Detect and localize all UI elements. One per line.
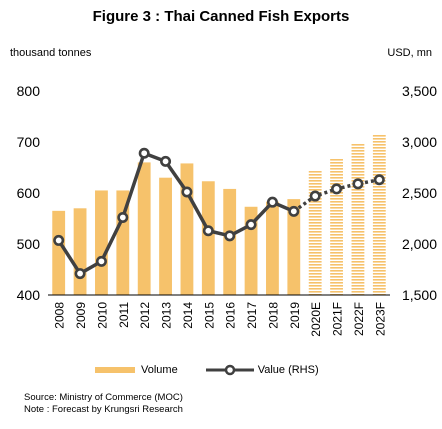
volume-bar <box>201 181 215 295</box>
value-marker <box>245 219 257 231</box>
volume-bar <box>52 210 66 295</box>
x-tick-label: 2013 <box>160 302 174 329</box>
legend-item-volume: Volume <box>95 364 178 376</box>
volume-bar <box>95 190 108 295</box>
left-tick-label: 500 <box>17 236 41 252</box>
volume-bar <box>159 177 172 295</box>
forecast-note: Note : Forecast by Krungsri Research <box>24 404 183 415</box>
x-tick-label: 2017 <box>245 302 259 329</box>
right-tick-label: 2,000 <box>402 236 437 252</box>
value-line-actual <box>57 151 295 276</box>
volume-bar <box>73 208 87 295</box>
forecast-volume-bar <box>372 134 386 295</box>
right-tick-label: 3,500 <box>402 83 437 99</box>
left-tick-label: 800 <box>17 83 41 99</box>
legend-bar-swatch <box>95 367 135 373</box>
forecast-volume-bar <box>308 170 322 295</box>
x-tick-label: 2015 <box>202 302 216 329</box>
x-tick-label: 2008 <box>53 302 67 329</box>
value-marker <box>74 268 86 280</box>
value-marker <box>224 230 236 242</box>
legend-item-value: Value (RHS) <box>205 364 319 376</box>
legend-label-value: Value (RHS) <box>257 364 319 376</box>
volume-bar <box>223 188 237 295</box>
legend-line-swatch <box>205 364 254 376</box>
volume-bar <box>287 199 301 295</box>
value-marker <box>352 178 364 190</box>
volume-bar <box>137 162 151 295</box>
x-tick-label: 2021F <box>331 302 345 336</box>
x-tick-label: 2009 <box>74 302 88 329</box>
forecast-volume-bar <box>351 143 365 295</box>
volume-bar <box>266 201 279 295</box>
value-marker <box>160 155 172 167</box>
value-marker <box>117 211 129 223</box>
forecast-volume-bar <box>330 158 343 295</box>
x-tick-label: 2023F <box>373 302 387 336</box>
source-note: Source: Ministry of Commerce (MOC) <box>24 392 183 403</box>
left-axis-unit: thousand tonnes <box>10 47 92 59</box>
value-marker <box>202 225 214 237</box>
x-tick-label: 2016 <box>224 302 238 329</box>
x-tick-label: 2012 <box>138 302 152 329</box>
value-marker <box>373 174 385 186</box>
value-marker <box>266 196 278 208</box>
x-tick-label: 2014 <box>181 302 195 329</box>
right-axis-unit: USD, mn <box>387 47 432 59</box>
x-tick-label: 2010 <box>95 302 109 329</box>
x-tick-label: 2019 <box>288 302 302 329</box>
legend: Volume Value (RHS) <box>95 362 347 378</box>
value-marker <box>138 147 150 159</box>
x-tick-label: 2022F <box>352 302 366 336</box>
value-marker <box>53 234 65 246</box>
chart-title: Figure 3 : Thai Canned Fish Exports <box>92 8 350 25</box>
left-tick-label: 600 <box>17 185 41 201</box>
x-tick-label: 2011 <box>117 302 131 328</box>
right-tick-label: 1,500 <box>402 287 437 303</box>
chart-notes: Source: Ministry of Commerce (MOC) Note … <box>24 392 183 416</box>
value-marker <box>181 186 193 198</box>
right-tick-label: 2,500 <box>402 185 437 201</box>
x-tick-label: 2018 <box>266 302 280 329</box>
right-tick-label: 3,000 <box>402 134 437 150</box>
value-marker <box>95 255 107 267</box>
value-marker <box>288 205 300 217</box>
value-marker <box>309 190 321 202</box>
left-tick-label: 700 <box>17 134 41 150</box>
left-tick-label: 400 <box>17 287 41 303</box>
value-marker <box>331 183 343 195</box>
x-tick-label: 2020E <box>309 302 323 337</box>
legend-label-volume: Volume <box>141 364 178 376</box>
